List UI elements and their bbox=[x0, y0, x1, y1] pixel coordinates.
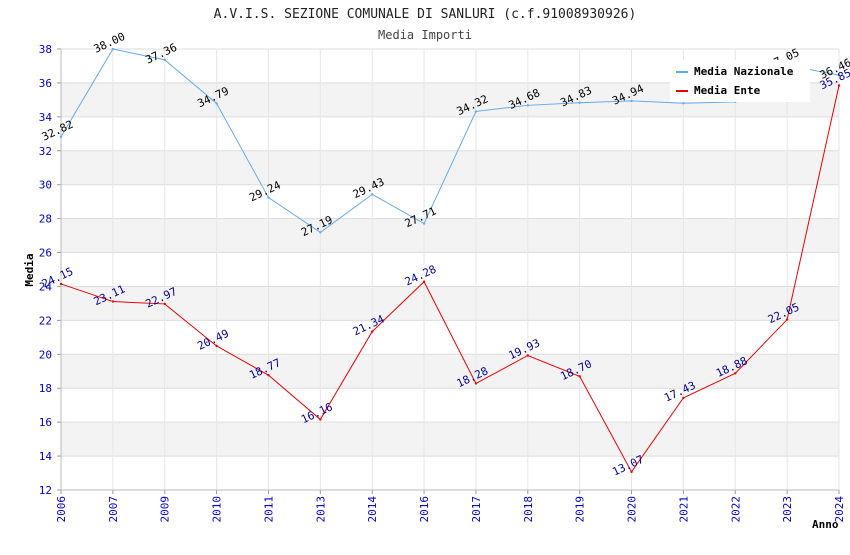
y-tick-label: 32 bbox=[39, 145, 52, 158]
data-point-media-ente bbox=[734, 372, 737, 375]
data-point-media-nazionale bbox=[474, 110, 478, 113]
x-tick-label: 2011 bbox=[262, 496, 275, 523]
data-point-media-nazionale bbox=[422, 222, 426, 225]
x-tick-label: 2018 bbox=[522, 496, 535, 523]
data-point-media-ente bbox=[371, 330, 374, 333]
y-tick-label: 38 bbox=[39, 43, 52, 56]
y-tick-label: 20 bbox=[39, 348, 52, 361]
y-tick-label: 30 bbox=[39, 179, 52, 192]
legend: Media Nazionale Media Ente bbox=[670, 60, 810, 102]
y-tick-label: 24 bbox=[39, 280, 53, 293]
data-point-media-ente bbox=[578, 375, 581, 378]
grid-band bbox=[61, 252, 839, 287]
x-tick-label: 2024 bbox=[833, 496, 846, 523]
x-tick-label: 2016 bbox=[418, 496, 431, 523]
grid-band bbox=[61, 184, 839, 219]
y-tick-label: 14 bbox=[39, 450, 53, 463]
x-tick-label: 2019 bbox=[574, 496, 587, 523]
x-tick-label: 2006 bbox=[55, 496, 68, 523]
x-axis-label: Anno bbox=[812, 518, 839, 531]
y-tick-label: 36 bbox=[39, 77, 52, 90]
data-point-media-ente bbox=[785, 318, 789, 321]
data-point-media-ente bbox=[422, 280, 426, 283]
grid-band bbox=[61, 320, 839, 355]
data-point-media-ente bbox=[837, 84, 841, 87]
data-point-media-nazionale bbox=[682, 102, 685, 105]
x-tick-label: 2013 bbox=[314, 496, 327, 523]
grid-band bbox=[61, 388, 839, 423]
data-point-media-nazionale bbox=[630, 99, 633, 103]
data-point-media-nazionale bbox=[837, 73, 841, 77]
data-point-media-ente bbox=[682, 396, 685, 400]
x-tick-label: 2017 bbox=[470, 496, 483, 523]
data-point-media-ente bbox=[111, 300, 115, 303]
data-point-media-ente bbox=[59, 282, 63, 286]
data-point-media-nazionale bbox=[267, 196, 270, 199]
x-tick-label: 2022 bbox=[729, 496, 742, 523]
y-tick-label: 26 bbox=[39, 247, 52, 260]
legend-box bbox=[670, 60, 810, 102]
x-tick-label: 2007 bbox=[107, 496, 120, 523]
x-tick-label: 2014 bbox=[366, 496, 379, 523]
data-point-media-ente bbox=[267, 373, 270, 377]
y-tick-label: 34 bbox=[39, 111, 53, 124]
data-point-media-ente bbox=[163, 302, 166, 306]
data-point-media-nazionale bbox=[215, 102, 218, 105]
data-point-media-ente bbox=[474, 382, 478, 385]
x-tick-label: 2023 bbox=[781, 496, 794, 523]
grid-band bbox=[61, 218, 839, 253]
data-point-media-ente bbox=[630, 470, 633, 474]
y-tick-label: 18 bbox=[39, 382, 52, 395]
data-point-media-nazionale bbox=[59, 135, 63, 139]
x-tick-label: 2021 bbox=[677, 496, 690, 523]
x-tick-label: 2020 bbox=[626, 496, 639, 523]
data-point-media-nazionale bbox=[526, 104, 529, 107]
grid-bands bbox=[61, 49, 839, 490]
grid-band bbox=[61, 354, 839, 389]
data-point-media-ente bbox=[215, 344, 218, 348]
series-line-media-ente bbox=[60, 85, 840, 473]
grid-band bbox=[61, 116, 839, 151]
legend-label-media-ente: Media Ente bbox=[694, 84, 761, 97]
grid-band bbox=[61, 456, 839, 490]
y-tick-label: 12 bbox=[39, 484, 52, 497]
data-point-media-nazionale bbox=[371, 193, 374, 196]
data-point-media-nazionale bbox=[319, 231, 322, 234]
legend-label-media-nazionale: Media Nazionale bbox=[694, 65, 794, 78]
data-point-media-ente bbox=[526, 354, 529, 357]
grid-band bbox=[61, 286, 839, 321]
data-point-media-nazionale bbox=[163, 58, 166, 62]
y-tick-label: 22 bbox=[39, 314, 52, 327]
chart-title: A.V.I.S. SEZIONE COMUNALE DI SANLURI (c.… bbox=[214, 7, 637, 22]
x-tick-label: 2009 bbox=[159, 496, 172, 523]
x-tick-label: 2010 bbox=[211, 496, 224, 523]
y-axis-label: Media bbox=[23, 253, 36, 286]
grid-band bbox=[61, 422, 839, 457]
y-tick-label: 28 bbox=[39, 213, 52, 226]
y-tick-label: 16 bbox=[39, 416, 52, 429]
data-point-media-nazionale bbox=[578, 101, 581, 104]
series-line-media-nazionale bbox=[60, 48, 840, 233]
chart-subtitle: Media Importi bbox=[378, 28, 472, 42]
data-point-media-ente bbox=[319, 418, 322, 421]
data-point-media-nazionale bbox=[111, 47, 115, 51]
